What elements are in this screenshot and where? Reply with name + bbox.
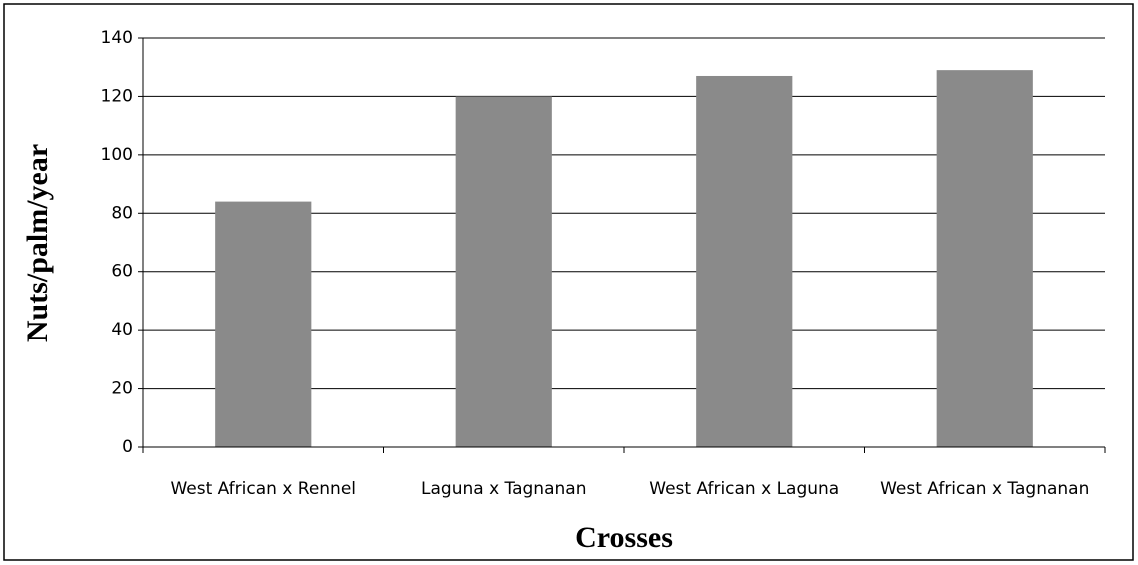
y-tick-label: 40 — [111, 320, 133, 340]
x-axis-title: Crosses — [575, 521, 673, 554]
x-tick-label: West African x Laguna — [649, 479, 839, 499]
y-tick-label: 120 — [101, 86, 133, 106]
x-tick-label: West African x Rennel — [170, 479, 356, 499]
bar — [215, 201, 312, 447]
y-tick-label: 80 — [111, 203, 133, 223]
y-tick-label: 140 — [101, 28, 133, 48]
x-tick-label: Laguna x Tagnanan — [421, 479, 586, 499]
x-tick-label: West African x Tagnanan — [880, 479, 1089, 499]
bar — [455, 96, 552, 447]
bar — [696, 75, 793, 447]
chart-border — [3, 3, 1134, 561]
y-axis-title: Nuts/palm/year — [21, 144, 54, 342]
y-tick-label: 0 — [122, 437, 133, 457]
y-tick-label: 60 — [111, 262, 133, 282]
bar — [936, 70, 1033, 447]
y-tick-label: 20 — [111, 379, 133, 399]
y-tick-label: 100 — [101, 145, 133, 165]
